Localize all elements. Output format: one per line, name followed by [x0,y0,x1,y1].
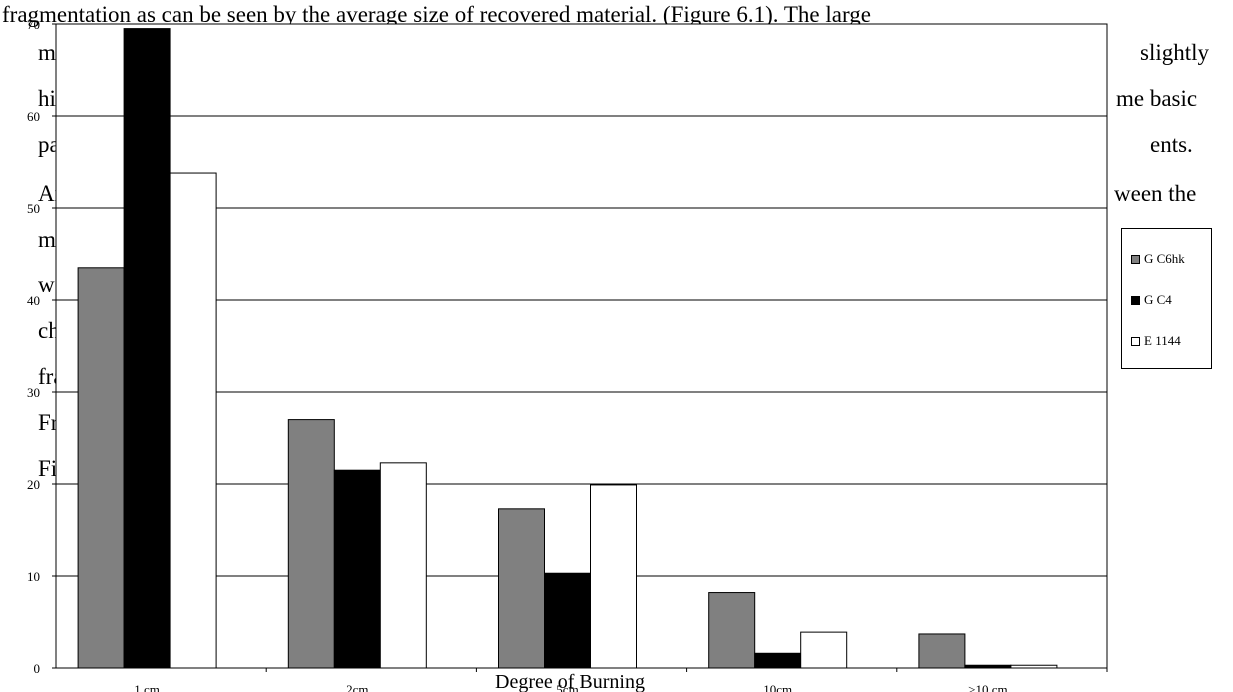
legend-swatch-g-c4 [1131,295,1140,305]
bar [498,508,545,669]
y-tick-label: 10 [27,569,40,584]
bar [544,572,591,669]
plot-area [55,23,1108,669]
bar [708,592,756,669]
bar [754,652,802,669]
legend-swatch-e-1144 [1131,336,1140,346]
bar [287,419,335,669]
y-tick-label: 30 [27,385,40,400]
bar [918,633,966,669]
bar [77,267,125,669]
document-fragment-right: ents. [1150,132,1193,157]
bar [333,469,381,669]
bar [964,664,1012,669]
bar [169,172,217,669]
y-tick-label: 60 [27,109,40,124]
x-tick-label: 5cm [556,682,578,692]
legend-label-g-c6hk: G C6hk [1144,251,1185,266]
x-tick-label: 2cm [346,682,368,692]
bar [800,631,848,669]
document-fragment-right: me basic [1116,86,1198,111]
bar [379,462,427,669]
legend-label-g-c4: G C4 [1144,292,1172,307]
x-tick-label: 1 cm [134,682,160,692]
legend-swatch-g-c6hk [1131,254,1140,264]
y-tick-label: 50 [27,201,40,216]
legend-item-g-c4: G C4 [1131,292,1172,308]
bar [1010,664,1058,669]
y-tick-label: 20 [27,477,40,492]
legend-item-e-1144: E 1144 [1131,333,1181,349]
chart-legend: G C6hk G C4 E 1144 [1121,228,1212,369]
bar [590,484,637,669]
legend-item-g-c6hk: G C6hk [1131,251,1185,267]
x-axis-label: Degree of Burning [495,671,645,692]
document-fragment-right: ween the [1114,181,1197,206]
x-tick-label: 10cm [763,682,792,692]
y-tick-label: 0 [34,661,41,676]
document-line-1: fragmentation as can be seen by the aver… [2,2,871,27]
x-tick-label: >10 cm [968,682,1007,692]
legend-label-e-1144: E 1144 [1144,333,1181,348]
y-tick-label: 70 [27,17,40,32]
document-fragment-right: slightly [1140,40,1210,65]
bar [123,28,171,669]
y-tick-label: 40 [27,293,40,308]
